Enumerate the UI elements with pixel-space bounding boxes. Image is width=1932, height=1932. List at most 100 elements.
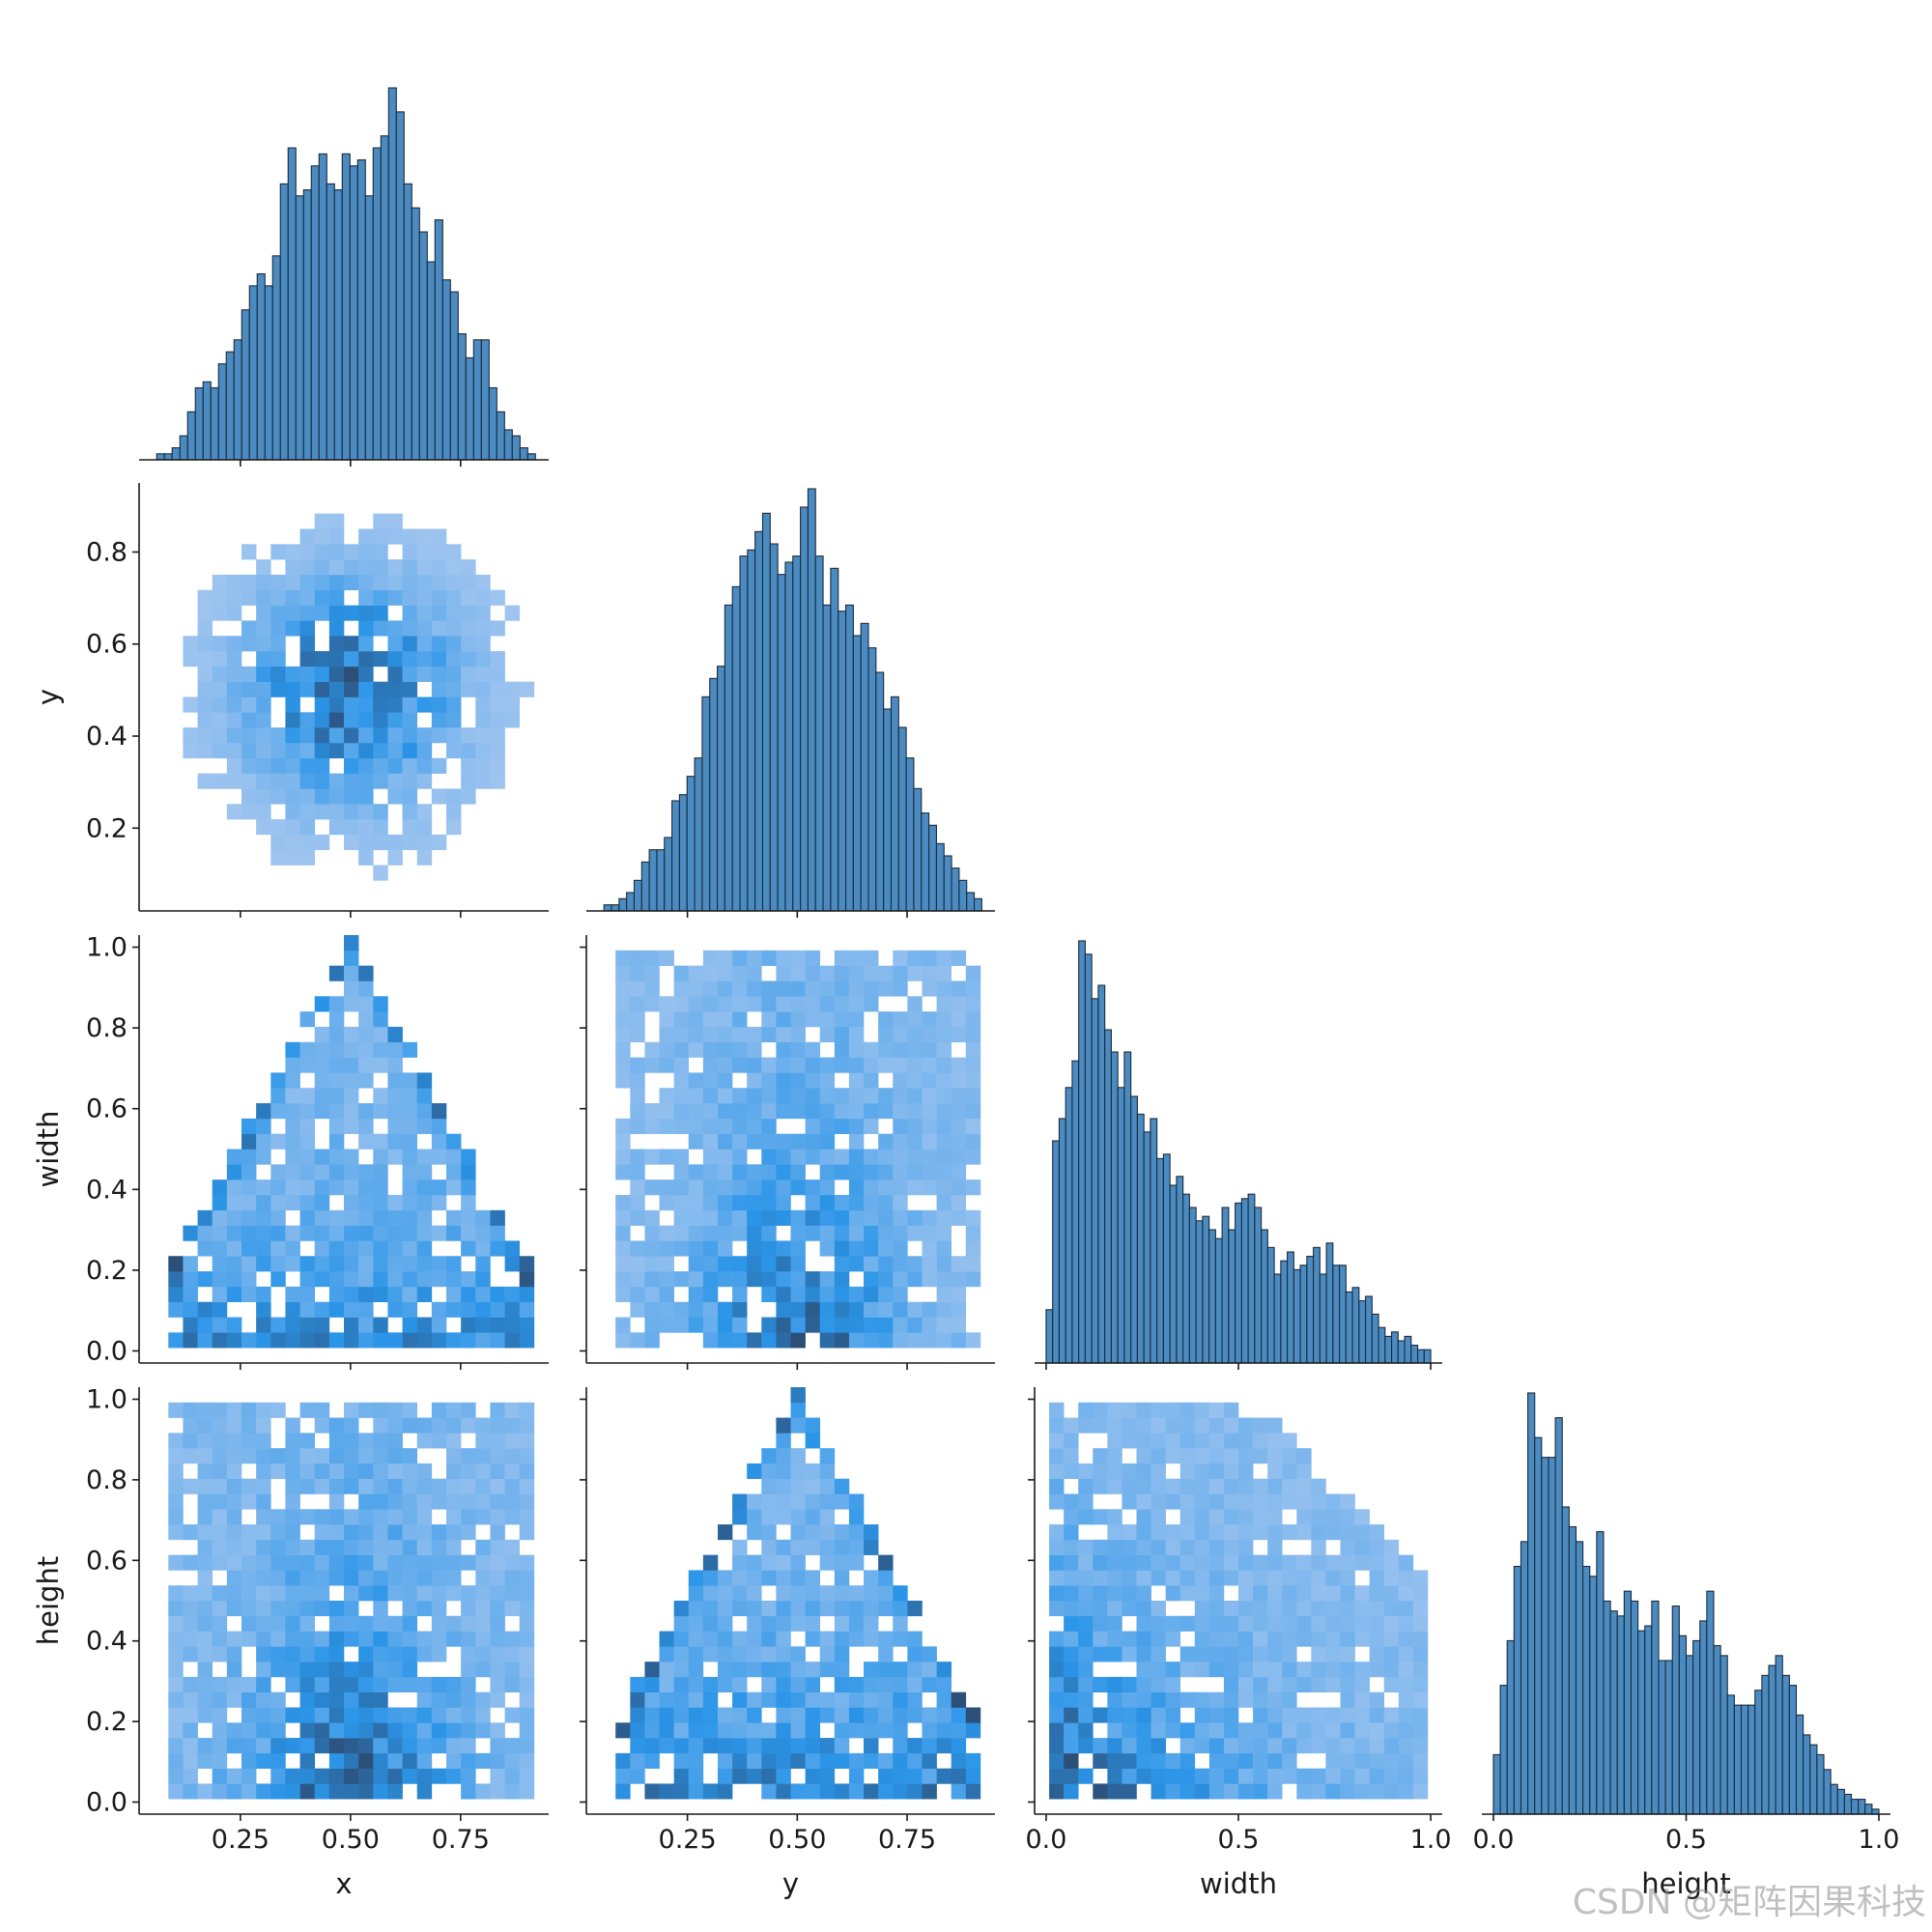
heatmap-cell-height-width — [1078, 1722, 1094, 1739]
heatmap-cell-height-x — [197, 1631, 213, 1647]
heatmap-cell-y-x — [373, 513, 388, 529]
heatmap-cell-width-x — [402, 1256, 418, 1272]
heatmap-cell-y-x — [285, 696, 300, 713]
heatmap-cell-width-x — [314, 1271, 330, 1288]
heatmap-cell-width-x — [358, 1225, 374, 1241]
heatmap-cell-height-width — [1151, 1676, 1166, 1693]
heatmap-cell-width-x — [226, 1317, 242, 1333]
heatmap-cell-height-x — [504, 1738, 521, 1754]
heatmap-cell-height-x — [402, 1585, 418, 1602]
heatmap-cell-height-x — [256, 1676, 271, 1693]
heatmap-cell-y-x — [373, 757, 388, 774]
heatmap-cell-height-y — [878, 1585, 894, 1602]
heatmap-cell-y-x — [344, 712, 359, 728]
heatmap-cell-y-x — [299, 757, 316, 774]
heatmap-cell-width-y — [907, 1057, 923, 1073]
heatmap-cell-height-y — [776, 1752, 791, 1769]
heatmap-cell-width-x — [242, 1209, 257, 1226]
heatmap-cell-height-width — [1311, 1478, 1326, 1494]
heatmap-cell-y-x — [256, 559, 271, 576]
heatmap-cell-height-y — [673, 1783, 690, 1800]
heatmap-cell-y-x — [490, 727, 505, 744]
heatmap-cell-width-x — [373, 1317, 388, 1333]
heatmap-cell-height-width — [1179, 1768, 1196, 1784]
heatmap-cell-height-y — [805, 1585, 821, 1602]
hist-bar-x — [171, 447, 181, 461]
heatmap-cell-height-width — [1194, 1691, 1210, 1708]
heatmap-cell-width-y — [702, 1240, 719, 1257]
heatmap-cell-y-x — [416, 651, 433, 668]
heatmap-cell-width-y — [834, 1194, 850, 1211]
heatmap-cell-width-y — [922, 1026, 937, 1043]
heatmap-cell-width-y — [747, 950, 762, 966]
heatmap-cell-width-y — [673, 1194, 690, 1211]
heatmap-cell-height-width — [1165, 1631, 1181, 1647]
heatmap-cell-height-width — [1107, 1676, 1122, 1693]
heatmap-cell-y-x — [226, 605, 242, 621]
hist-bar-height — [1685, 1655, 1694, 1815]
heatmap-cell-height-width — [1049, 1768, 1065, 1784]
hist-bar-y — [935, 842, 945, 912]
heatmap-cell-y-x — [299, 849, 316, 866]
hist-bar-width — [1162, 1153, 1171, 1364]
heatmap-cell-width-y — [907, 996, 923, 1012]
heatmap-cell-height-y — [951, 1738, 967, 1754]
heatmap-cell-width-y — [864, 1179, 879, 1196]
heatmap-cell-height-x — [504, 1509, 521, 1525]
heatmap-cell-width-x — [475, 1301, 491, 1318]
heatmap-cell-height-y — [688, 1722, 704, 1739]
heatmap-cell-width-y — [805, 1103, 821, 1120]
heatmap-cell-height-x — [475, 1646, 491, 1662]
heatmap-cell-width-x — [416, 1088, 433, 1104]
heatmap-cell-width-y — [615, 1225, 631, 1241]
heatmap-cell-height-y — [805, 1524, 821, 1541]
heatmap-cell-y-x — [431, 559, 447, 576]
heatmap-cell-width-y — [936, 1088, 952, 1104]
panel-y-x-ytick-label: 0.4 — [86, 722, 128, 752]
heatmap-cell-width-y — [848, 950, 865, 966]
heatmap-cell-height-x — [242, 1402, 257, 1418]
hist-bar-y — [852, 635, 862, 912]
heatmap-cell-y-x — [242, 804, 257, 820]
heatmap-cell-height-width — [1296, 1509, 1312, 1525]
heatmap-cell-height-x — [519, 1433, 535, 1449]
heatmap-cell-height-width — [1136, 1631, 1151, 1647]
hist-bar-y — [724, 604, 733, 912]
heatmap-cell-height-x — [431, 1676, 447, 1693]
heatmap-cell-width-y — [805, 1133, 821, 1150]
heatmap-cell-width-x — [314, 1149, 330, 1165]
heatmap-cell-width-y — [615, 1164, 631, 1180]
heatmap-cell-height-width — [1267, 1676, 1283, 1693]
heatmap-cell-height-width — [1194, 1707, 1210, 1723]
heatmap-cell-height-x — [183, 1691, 198, 1708]
heatmap-cell-width-y — [936, 1011, 952, 1028]
heatmap-cell-width-x — [242, 1118, 257, 1134]
heatmap-cell-y-x — [446, 681, 462, 697]
heatmap-cell-height-x — [475, 1722, 491, 1739]
heatmap-cell-width-x — [373, 1271, 388, 1288]
heatmap-cell-y-x — [299, 834, 316, 851]
heatmap-cell-width-x — [314, 1301, 330, 1318]
heatmap-cell-height-y — [790, 1722, 806, 1739]
heatmap-cell-height-y — [644, 1676, 660, 1693]
hist-bar-y — [928, 824, 937, 912]
heatmap-cell-height-width — [1064, 1722, 1079, 1739]
heatmap-cell-height-y — [893, 1752, 908, 1769]
heatmap-cell-width-x — [490, 1209, 505, 1226]
heatmap-cell-height-y — [747, 1752, 762, 1769]
heatmap-cell-height-x — [226, 1417, 242, 1434]
heatmap-cell-height-y — [805, 1783, 821, 1800]
heatmap-cell-width-y — [776, 1088, 791, 1104]
heatmap-cell-height-y — [805, 1707, 821, 1723]
heatmap-cell-height-x — [358, 1570, 374, 1586]
heatmap-cell-height-x — [256, 1524, 271, 1541]
heatmap-cell-height-width — [1253, 1433, 1268, 1449]
heatmap-cell-height-width — [1165, 1783, 1181, 1800]
heatmap-cell-height-width — [1122, 1738, 1137, 1754]
heatmap-cell-width-y — [615, 996, 631, 1012]
heatmap-cell-height-width — [1194, 1738, 1210, 1754]
heatmap-cell-y-x — [446, 819, 462, 836]
heatmap-cell-width-y — [702, 1103, 719, 1120]
heatmap-cell-height-x — [242, 1601, 257, 1617]
hist-bar-y — [633, 879, 642, 912]
